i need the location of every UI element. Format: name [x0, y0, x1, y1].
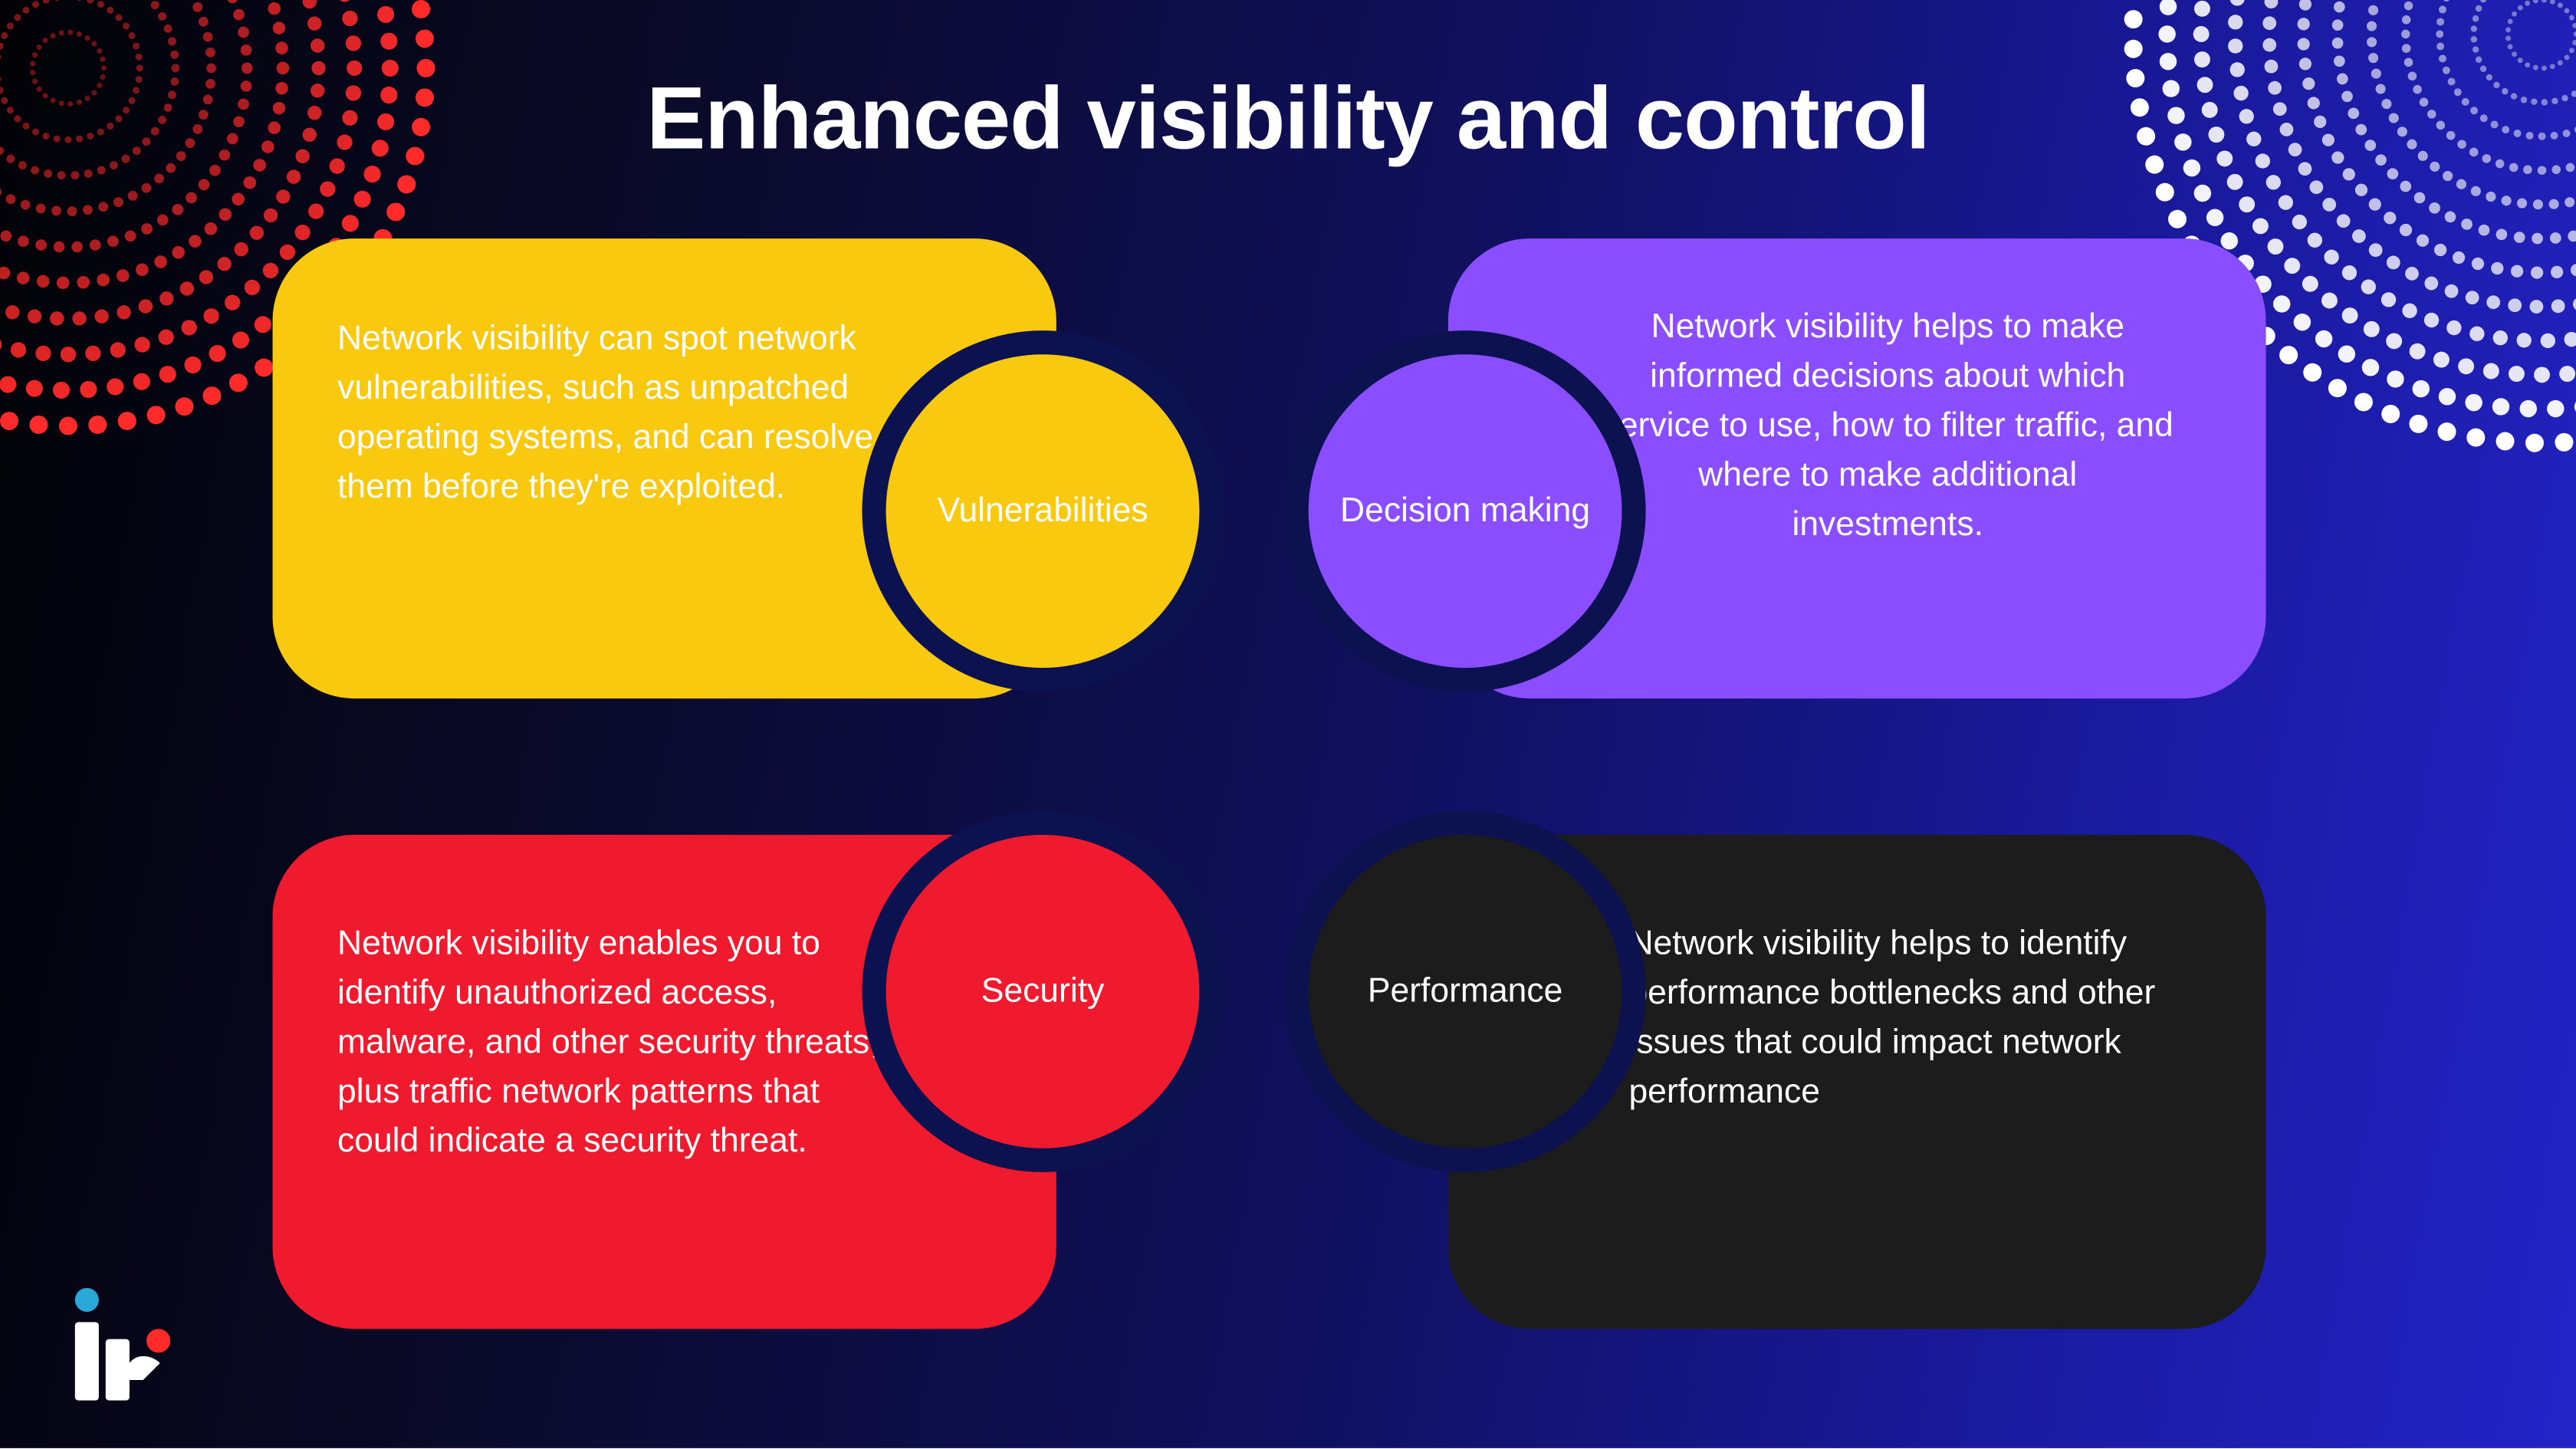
card-performance-body: Network visibility helps to identify per…: [1628, 920, 2174, 1118]
logo-ir: [75, 1322, 167, 1400]
card-decision-making-label: Decision making: [1309, 354, 1622, 668]
card-security-body: Network visibility enables you to identi…: [337, 920, 882, 1167]
card-vulnerabilities-label: Vulnerabilities: [886, 354, 1200, 668]
logo-i-stem: [75, 1322, 99, 1400]
card-decision-making-body: Network visibility helps to make informe…: [1598, 304, 2177, 550]
label-text: Vulnerabilities: [937, 490, 1148, 533]
card-security-label: Security: [886, 835, 1200, 1148]
logo-r-dot-icon: [146, 1329, 170, 1352]
logo-i-dot-icon: [75, 1288, 99, 1312]
card-performance-label: Performance: [1309, 835, 1622, 1148]
label-text: Decision making: [1340, 490, 1590, 533]
label-text: Performance: [1368, 971, 1562, 1014]
label-text: Security: [981, 971, 1105, 1014]
card-vulnerabilities-body: Network visibility can spot network vuln…: [337, 315, 882, 513]
page-title: Enhanced visibility and control: [0, 68, 2576, 170]
logo-r-hook: [126, 1356, 166, 1387]
